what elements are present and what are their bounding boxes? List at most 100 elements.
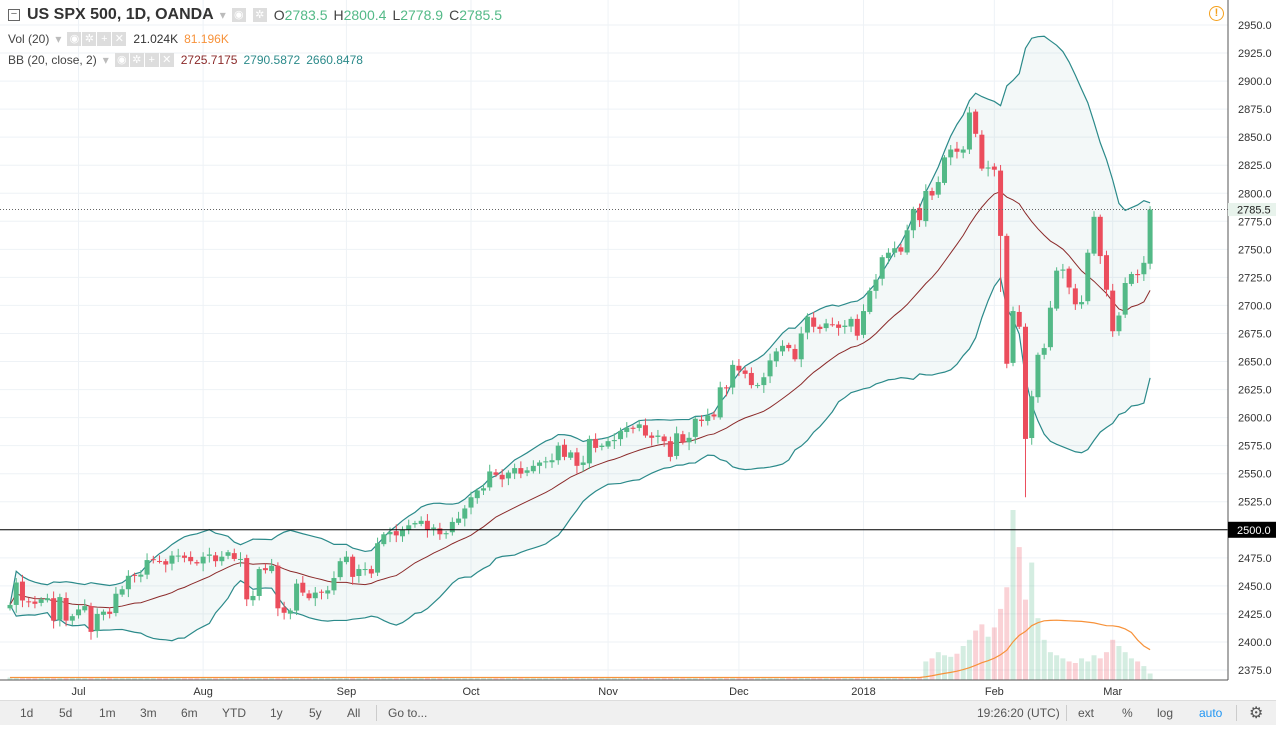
volume-bar — [393, 677, 399, 680]
gear-icon[interactable]: ✲ — [82, 32, 97, 46]
close-icon[interactable]: ✕ — [112, 32, 127, 46]
volume-bar — [599, 677, 605, 680]
volume-bar — [406, 677, 412, 680]
gear-icon[interactable]: ✲ — [129, 53, 144, 67]
candle-body — [175, 555, 181, 557]
range-5d[interactable]: 5d — [59, 706, 73, 720]
range-3m[interactable]: 3m — [140, 706, 157, 720]
candle-body — [599, 445, 605, 447]
candle-body — [811, 317, 817, 327]
range-1d[interactable]: 1d — [20, 706, 34, 720]
candle-body — [755, 385, 761, 387]
close-label: C — [449, 7, 460, 23]
range-5y[interactable]: 5y — [309, 706, 322, 720]
candle-body — [942, 157, 947, 183]
volume-bar — [19, 677, 25, 680]
percent-toggle[interactable]: % — [1122, 706, 1133, 720]
high-value: 2800.4 — [343, 7, 387, 23]
candle-body — [985, 167, 991, 169]
chevron-down-icon[interactable]: ▾ — [219, 8, 226, 22]
candle-body — [692, 418, 698, 437]
candle-body — [543, 461, 549, 463]
candle-body — [213, 555, 219, 562]
candle-body — [437, 528, 443, 535]
candle-body — [1004, 235, 1010, 364]
volume-bar — [711, 677, 717, 680]
volume-label[interactable]: Vol (20) — [8, 31, 50, 46]
volume-bar — [1016, 547, 1022, 680]
volume-bar — [356, 677, 362, 680]
range-1m[interactable]: 1m — [99, 706, 116, 720]
candle-body — [642, 425, 648, 436]
candle-body — [873, 279, 879, 291]
price-chart[interactable]: 2375.0 2400.0 2425.0 2450.0 2475.0 2525.0 2550… — [0, 0, 1276, 700]
volume-bar — [368, 677, 374, 680]
eye-icon[interactable]: ◉ — [114, 53, 129, 67]
price-tick-label: 2925.0 — [1238, 48, 1272, 60]
candle-body — [767, 360, 773, 377]
bb-label[interactable]: BB (20, close, 2) — [8, 52, 97, 67]
gear-icon[interactable]: ⚙ — [1249, 705, 1264, 722]
candle-body — [306, 593, 312, 599]
plus-icon[interactable]: + — [144, 53, 159, 67]
volume-bar — [269, 677, 275, 680]
volume-bar — [250, 677, 256, 680]
chevron-down-icon[interactable]: ▾ — [55, 31, 62, 46]
collapse-icon[interactable]: − — [8, 9, 20, 21]
volume-bar — [7, 677, 13, 680]
gear-icon[interactable]: ✲ — [252, 8, 267, 22]
volume-bar — [169, 677, 175, 680]
time-tick-label: 2018 — [851, 686, 875, 698]
alert-circle-icon[interactable]: ! — [1209, 6, 1224, 21]
candle-body — [113, 593, 119, 614]
candle-body — [368, 569, 374, 574]
candle-body — [169, 555, 175, 564]
candle-body — [406, 525, 412, 530]
range-1y[interactable]: 1y — [270, 706, 283, 720]
symbol-title[interactable]: US SPX 500, 1D, OANDA — [27, 6, 214, 23]
range-all[interactable]: All — [347, 706, 361, 720]
candle-body — [356, 569, 362, 576]
volume-bar — [157, 677, 163, 680]
candle-body — [194, 562, 200, 564]
close-icon[interactable]: ✕ — [159, 53, 174, 67]
candle-body — [275, 565, 281, 609]
clock: 19:26:20 (UTC) — [977, 706, 1060, 720]
candle-body — [817, 326, 823, 329]
volume-bar — [1103, 652, 1109, 680]
volume-bar — [493, 677, 499, 680]
volume-bar — [736, 677, 742, 680]
volume-bar — [1004, 587, 1010, 680]
volume-bar — [742, 677, 748, 680]
volume-bar — [1091, 655, 1097, 680]
candle-body — [1035, 354, 1041, 398]
volume-bar — [910, 677, 916, 680]
candle-body — [493, 472, 499, 475]
volume-bar — [755, 677, 761, 680]
candle-body — [804, 316, 810, 333]
volume-bar — [761, 677, 767, 680]
log-toggle[interactable]: log — [1157, 706, 1174, 720]
goto-button[interactable]: Go to... — [388, 706, 428, 720]
candle-body — [580, 462, 586, 465]
ext-toggle[interactable]: ext — [1078, 706, 1095, 720]
plus-icon[interactable]: + — [97, 32, 112, 46]
candle-body — [1072, 288, 1078, 305]
volume-bar — [898, 677, 904, 680]
volume-bar — [929, 658, 935, 680]
eye-icon[interactable]: ◉ — [231, 8, 246, 22]
candle-body — [343, 556, 349, 563]
candle-body — [1110, 290, 1116, 332]
candle-body — [699, 419, 705, 421]
candle-body — [1135, 274, 1141, 276]
symbol-legend: − US SPX 500, 1D, OANDA ▾ ◉ ✲ O 2783.5 H 28… — [8, 6, 502, 24]
candle-body — [686, 437, 692, 443]
volume-bar — [1116, 646, 1122, 680]
volume-bar — [780, 677, 786, 680]
candle-body — [44, 598, 50, 601]
range-6m[interactable]: 6m — [181, 706, 198, 720]
auto-toggle[interactable]: auto — [1199, 706, 1223, 720]
chevron-down-icon[interactable]: ▾ — [102, 52, 109, 67]
eye-icon[interactable]: ◉ — [67, 32, 82, 46]
range-ytd[interactable]: YTD — [222, 706, 246, 720]
